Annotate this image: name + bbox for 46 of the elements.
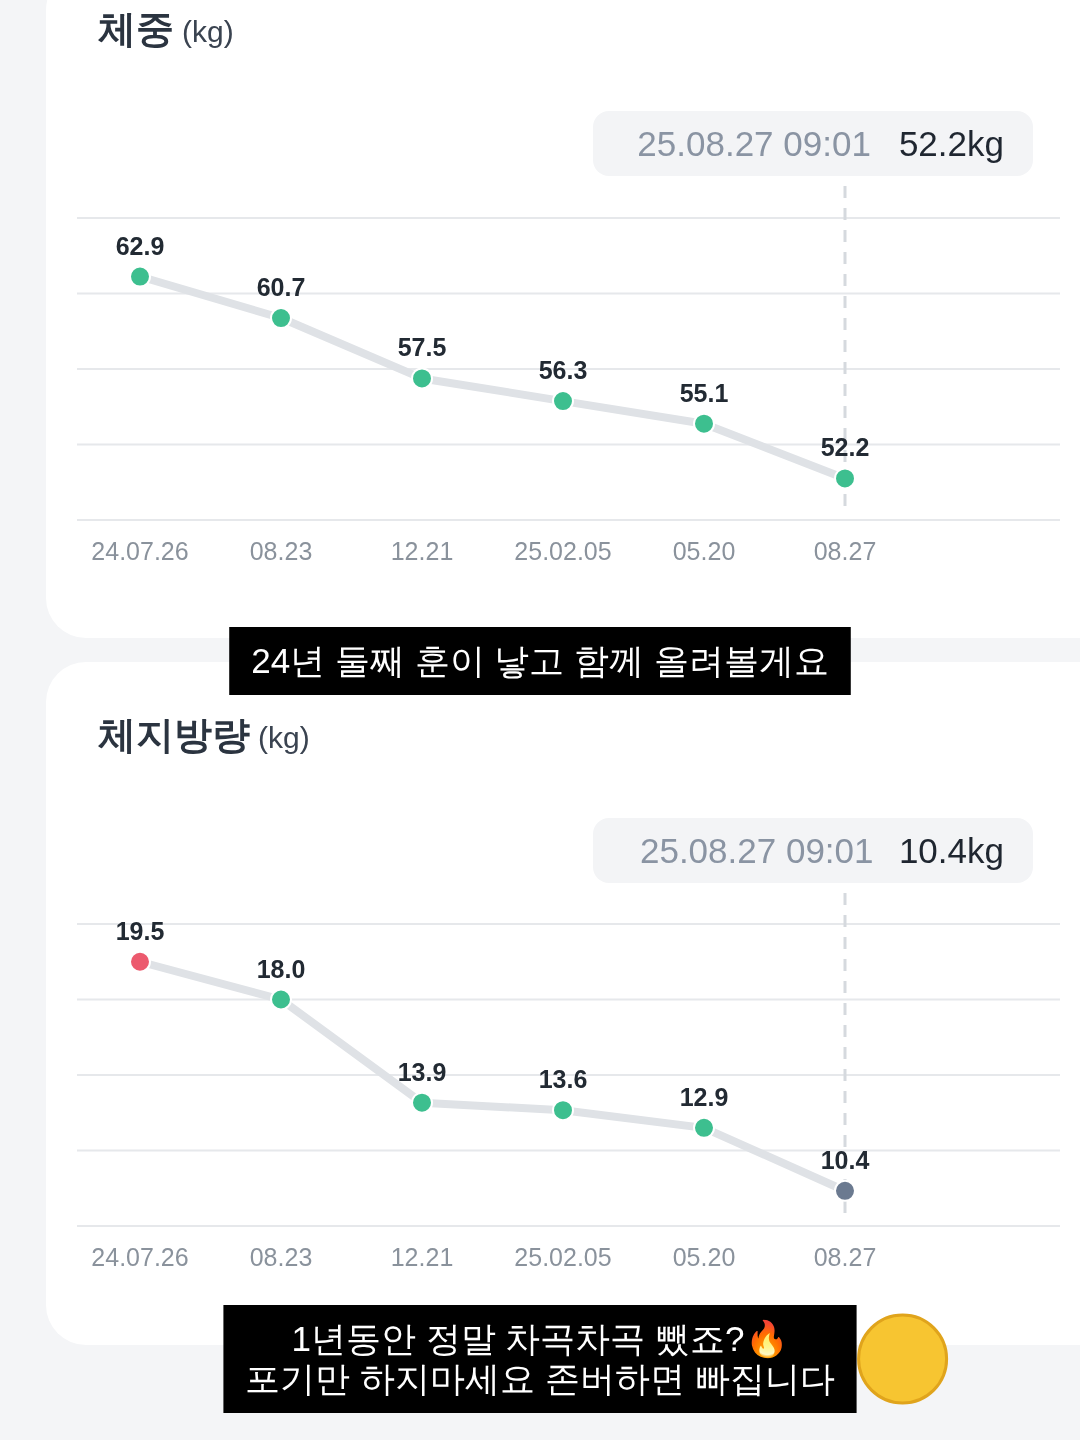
text: 25.08.27 09:01 [639,831,873,870]
point [129,950,151,973]
point [552,390,574,413]
x-tick-label: 08.27 [813,1243,877,1271]
point [693,412,715,435]
data-label: 18.0 [256,954,306,983]
x-tick-label: 08.23 [249,537,313,565]
data-label: 10.4 [820,1145,870,1174]
x-tick-label: 05.20 [672,537,736,565]
point [834,1179,856,1202]
point [129,265,151,288]
point [270,988,292,1011]
data-label: 12.9 [679,1082,729,1111]
x-tick-label: 12.21 [390,1243,454,1271]
data-label: 56.3 [538,356,588,385]
point [270,307,292,330]
text: 10.4kg [898,831,1004,870]
data-label: 52.2 [820,433,870,462]
data-label: 62.9 [115,231,165,260]
data-label: 57.5 [397,333,447,362]
x-tick-label: 05.20 [672,1243,736,1271]
x-tick-label: 08.23 [249,1243,313,1271]
point [552,1099,574,1122]
point [834,467,856,490]
chart-title: 체지방량 [98,714,250,756]
x-tick-label: 24.07.26 [91,537,189,565]
y-axis-title: (kg) [182,15,234,48]
point [411,1091,433,1114]
text: 1년동안 정말 차곡차곡 뺐죠?🔥 포기만 하지마세요 존버하면 빠집니다 [245,1319,835,1398]
data-label: 13.9 [397,1057,447,1086]
x-tick-label: 08.27 [813,537,877,565]
data-label: 55.1 [679,378,729,407]
x-tick-label: 25.02.05 [514,1243,612,1271]
text: 52.2kg [898,124,1004,163]
chart-title: 체중 [98,8,174,50]
x-tick-label: 25.02.05 [514,537,612,565]
data-label: 60.7 [256,273,306,302]
point [693,1116,715,1139]
x-tick-label: 24.07.26 [91,1243,189,1271]
data-label: 13.6 [538,1065,588,1094]
point [411,367,433,390]
y-axis-title: (kg) [258,721,310,754]
data-label: 19.5 [115,916,165,945]
x-tick-label: 12.21 [390,537,454,565]
text: 24년 둘째 훈이 낳고 함께 올려볼게요 [251,641,829,680]
text: 25.08.27 09:01 [637,124,871,163]
